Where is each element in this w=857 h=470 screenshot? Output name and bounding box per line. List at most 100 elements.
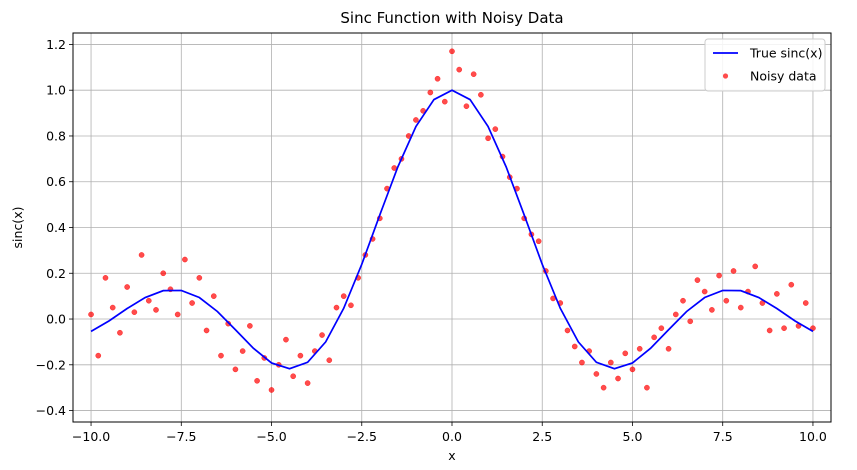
scatter-point: [239, 348, 246, 354]
scatter-point: [615, 375, 621, 382]
scatter-point: [232, 366, 239, 373]
y-tick-label: 0.8: [46, 128, 66, 143]
scatter-point: [730, 268, 737, 274]
y-tick-label: 0.4: [46, 220, 66, 235]
scatter-point: [593, 371, 600, 377]
x-tick-label: 2.5: [532, 429, 552, 444]
scatter-point: [644, 384, 650, 391]
chart-title: Sinc Function with Noisy Data: [340, 9, 563, 27]
y-tick-label: 0.0: [46, 312, 66, 327]
scatter-point: [109, 304, 116, 311]
scatter-point: [781, 325, 787, 332]
series-line-true-sinc: [90, 89, 814, 370]
scatter-point: [463, 103, 470, 110]
scatter-point: [752, 263, 759, 270]
x-tick-label: 7.5: [713, 429, 733, 444]
scatter-point: [203, 327, 210, 334]
scatter-point: [709, 307, 715, 313]
scatter-point: [774, 291, 780, 297]
scatter-point: [636, 345, 643, 352]
scatter-point: [716, 272, 722, 279]
scatter-point: [160, 270, 167, 277]
scatter-point: [138, 252, 145, 258]
scatter-point: [449, 48, 455, 55]
y-tick-label: 1.0: [46, 83, 66, 98]
x-axis-label: x: [448, 448, 455, 463]
scatter-point: [95, 352, 102, 359]
scatter-point: [131, 309, 138, 316]
scatter-point: [304, 380, 311, 386]
x-tick-label: −7.5: [166, 429, 196, 444]
scatter-point: [413, 117, 419, 123]
scatter-point: [340, 293, 347, 299]
scatter-point: [153, 307, 159, 313]
scatter-point: [427, 89, 434, 96]
scatter-point: [268, 387, 275, 393]
legend-scatter-swatch: [722, 73, 729, 79]
scatter-point: [802, 300, 809, 306]
scatter-point: [478, 91, 484, 98]
y-tick-label: −0.4: [36, 403, 66, 418]
scatter-point: [88, 311, 94, 318]
y-axis-label: sinc(x): [10, 207, 25, 249]
scatter-point: [182, 256, 188, 263]
scatter-point: [124, 284, 130, 290]
scatter-point: [694, 277, 701, 283]
legend-box: [704, 38, 826, 92]
scatter-point: [333, 304, 340, 311]
grid-lines: [73, 33, 831, 422]
scatter-point: [571, 343, 578, 350]
plot-frame: [72, 32, 832, 423]
scatter-point: [535, 238, 542, 245]
scatter-point: [687, 318, 694, 325]
scatter-point: [737, 304, 744, 311]
scatter-point: [145, 297, 152, 304]
scatter-point: [564, 327, 571, 334]
scatter-point: [348, 302, 354, 309]
x-tick-label: 5.0: [623, 429, 643, 444]
scatter-point: [665, 345, 672, 352]
scatter-point: [629, 366, 636, 373]
scatter-point: [600, 384, 607, 391]
y-tick-label: 1.2: [46, 37, 66, 52]
scatter-point: [470, 71, 477, 78]
scatter-point: [485, 135, 491, 142]
x-tick-label: −2.5: [347, 429, 377, 444]
scatter-point: [434, 75, 441, 82]
scatter-point: [607, 359, 614, 366]
scatter-point: [290, 373, 297, 380]
x-tick-label: −5.0: [256, 429, 286, 444]
scatter-point: [766, 327, 773, 334]
legend-label-noisy-data: Noisy data: [750, 69, 817, 84]
scatter-point: [672, 311, 679, 318]
scatter-point: [723, 297, 730, 304]
scatter-point: [326, 357, 333, 364]
scatter-point: [210, 293, 217, 299]
x-tick-label: 10.0: [799, 429, 827, 444]
scatter-point: [622, 350, 629, 357]
scatter-point: [196, 274, 203, 281]
scatter-point: [651, 334, 657, 341]
scatter-point: [102, 274, 109, 281]
scatter-point: [492, 126, 499, 132]
y-tick-label: 0.2: [46, 266, 66, 281]
scatter-point: [701, 288, 708, 295]
scatter-point: [319, 332, 325, 338]
scatter-point: [254, 377, 260, 384]
scatter-point: [579, 359, 585, 366]
scatter-point: [680, 297, 686, 304]
scatter-point: [297, 352, 304, 359]
x-tick-label: −10.0: [72, 429, 110, 444]
legend-label-true-sinc: True sinc(x): [749, 46, 822, 61]
scatter-point: [247, 323, 253, 329]
y-tick-label: −0.2: [36, 357, 66, 372]
scatter-point: [218, 352, 224, 359]
scatter-point: [441, 98, 448, 105]
scatter-point: [788, 281, 795, 288]
y-tick-label: 0.6: [46, 174, 66, 189]
scatter-point: [189, 300, 195, 306]
legend: True sinc(x) Noisy data: [704, 38, 826, 92]
x-tick-label: 0.0: [442, 429, 462, 444]
axis-ticks: −10.0 −7.5 −5.0 −2.5 0.0 2.5 5.0 7.5 10.0 −0.4 −0.…: [36, 37, 827, 444]
